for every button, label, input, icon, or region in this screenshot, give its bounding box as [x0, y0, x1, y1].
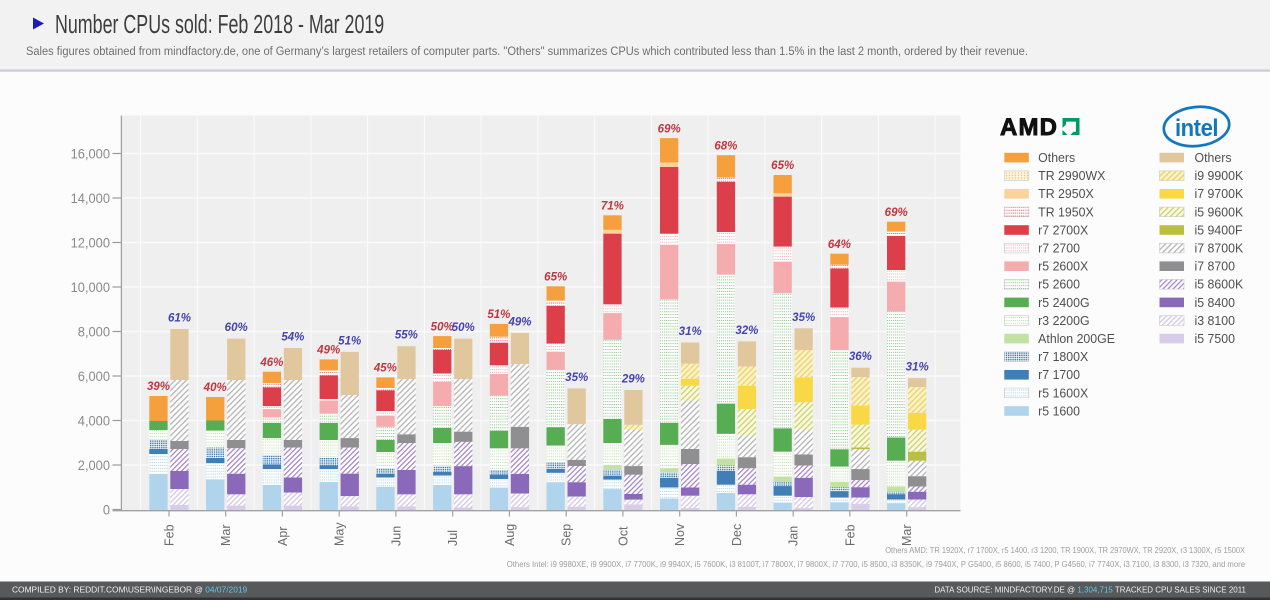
svg-text:TR 1950X: TR 1950X	[1038, 205, 1094, 219]
svg-text:65%: 65%	[771, 160, 794, 172]
svg-text:Feb: Feb	[843, 524, 857, 546]
svg-text:45%: 45%	[373, 363, 397, 375]
svg-text:Jul: Jul	[446, 530, 460, 546]
svg-text:Others Intel: i9 9980XE, i9 99: Others Intel: i9 9980XE, i9 9900X, i7 77…	[507, 560, 1246, 569]
svg-text:AMD: AMD	[1000, 114, 1058, 141]
svg-text:31%: 31%	[906, 362, 929, 374]
svg-text:51%: 51%	[338, 335, 361, 347]
svg-text:46%: 46%	[259, 357, 283, 369]
svg-text:intel: intel	[1175, 114, 1218, 141]
svg-text:50%: 50%	[452, 322, 475, 334]
svg-text:65%: 65%	[544, 272, 567, 284]
svg-text:35%: 35%	[565, 372, 588, 384]
svg-text:61%: 61%	[168, 313, 191, 325]
svg-text:71%: 71%	[601, 201, 624, 213]
svg-text:i5 8400: i5 8400	[1195, 296, 1235, 310]
svg-text:i7 9700K: i7 9700K	[1195, 187, 1244, 201]
svg-text:31%: 31%	[679, 326, 702, 338]
svg-text:Nov: Nov	[673, 523, 687, 546]
svg-text:i5 8600K: i5 8600K	[1195, 277, 1244, 291]
svg-text:50%: 50%	[431, 321, 454, 333]
svg-text:69%: 69%	[885, 207, 908, 219]
svg-text:r7 2700: r7 2700	[1038, 241, 1080, 255]
svg-text:Others AMD: TR 1920X, r7 1700X: Others AMD: TR 1920X, r7 1700X, r5 1400,…	[885, 546, 1245, 555]
svg-text:i5 9600K: i5 9600K	[1195, 205, 1244, 219]
svg-text:6,000: 6,000	[78, 368, 110, 384]
svg-text:29%: 29%	[621, 374, 645, 386]
svg-text:12,000: 12,000	[71, 235, 110, 251]
svg-text:r7 2700X: r7 2700X	[1038, 223, 1089, 237]
svg-text:36%: 36%	[849, 351, 872, 363]
svg-text:r5 2600X: r5 2600X	[1038, 259, 1089, 273]
svg-text:Jan: Jan	[787, 526, 801, 546]
svg-text:68%: 68%	[714, 140, 737, 152]
svg-text:Others: Others	[1195, 151, 1232, 165]
svg-text:r5 1600X: r5 1600X	[1038, 386, 1089, 400]
svg-text:i9 9900K: i9 9900K	[1195, 169, 1244, 183]
svg-text:35%: 35%	[792, 312, 815, 324]
svg-text:10,000: 10,000	[71, 279, 110, 295]
svg-text:Apr: Apr	[276, 527, 290, 546]
svg-text:Dec: Dec	[730, 524, 744, 546]
svg-text:14,000: 14,000	[71, 190, 110, 206]
svg-text:r5 2400G: r5 2400G	[1038, 296, 1089, 310]
svg-text:r5 1600: r5 1600	[1038, 404, 1080, 418]
svg-text:TR 2950X: TR 2950X	[1038, 187, 1094, 201]
svg-text:69%: 69%	[658, 123, 681, 135]
svg-text:2,000: 2,000	[78, 457, 110, 473]
svg-text:i5 9400F: i5 9400F	[1195, 223, 1243, 237]
svg-text:r7 1800X: r7 1800X	[1038, 350, 1089, 364]
svg-text:8,000: 8,000	[78, 324, 110, 340]
svg-text:39%: 39%	[147, 381, 170, 393]
svg-text:Aug: Aug	[503, 524, 517, 546]
svg-text:Number CPUs sold: Feb 2018 - M: Number CPUs sold: Feb 2018 - Mar 2019	[55, 10, 384, 39]
svg-text:4,000: 4,000	[78, 413, 110, 429]
svg-text:60%: 60%	[225, 322, 248, 334]
svg-text:49%: 49%	[316, 345, 340, 357]
svg-text:r3 2200G: r3 2200G	[1038, 314, 1089, 328]
svg-text:49%: 49%	[507, 316, 531, 328]
svg-text:32%: 32%	[735, 325, 758, 337]
svg-text:51%: 51%	[487, 309, 510, 321]
svg-text:Athlon 200GE: Athlon 200GE	[1038, 332, 1115, 346]
svg-text:64%: 64%	[828, 239, 851, 251]
svg-text:Mar: Mar	[900, 524, 914, 546]
svg-text:Mar: Mar	[219, 524, 233, 546]
svg-text:Sep: Sep	[560, 524, 574, 546]
svg-text:16,000: 16,000	[71, 146, 110, 162]
svg-text:i7 8700: i7 8700	[1195, 259, 1235, 273]
svg-text:i3 8100: i3 8100	[1195, 314, 1235, 328]
svg-text:Jun: Jun	[389, 526, 403, 546]
svg-text:Others: Others	[1038, 151, 1075, 165]
svg-text:DATA SOURCE: MINDFACTORY.DE @: DATA SOURCE: MINDFACTORY.DE @ 1,304,715 …	[934, 585, 1246, 594]
svg-text:Feb: Feb	[163, 524, 177, 546]
svg-text:0: 0	[103, 502, 110, 518]
svg-text:40%: 40%	[203, 382, 227, 394]
svg-text:Oct: Oct	[616, 526, 630, 546]
svg-text:r7 1700: r7 1700	[1038, 368, 1080, 382]
svg-text:Sales figures obtained from mi: Sales figures obtained from mindfactory.…	[26, 46, 1028, 58]
svg-text:54%: 54%	[281, 332, 304, 344]
svg-text:55%: 55%	[395, 330, 418, 342]
svg-text:i7 8700K: i7 8700K	[1195, 241, 1244, 255]
svg-text:COMPILED BY: REDDIT.COM\USER\I: COMPILED BY: REDDIT.COM\USER\INGEBOR @ 0…	[12, 584, 248, 594]
svg-text:May: May	[333, 522, 347, 546]
svg-text:TR 2990WX: TR 2990WX	[1038, 169, 1106, 183]
svg-text:i5 7500: i5 7500	[1195, 332, 1235, 346]
svg-text:r5 2600: r5 2600	[1038, 277, 1080, 291]
